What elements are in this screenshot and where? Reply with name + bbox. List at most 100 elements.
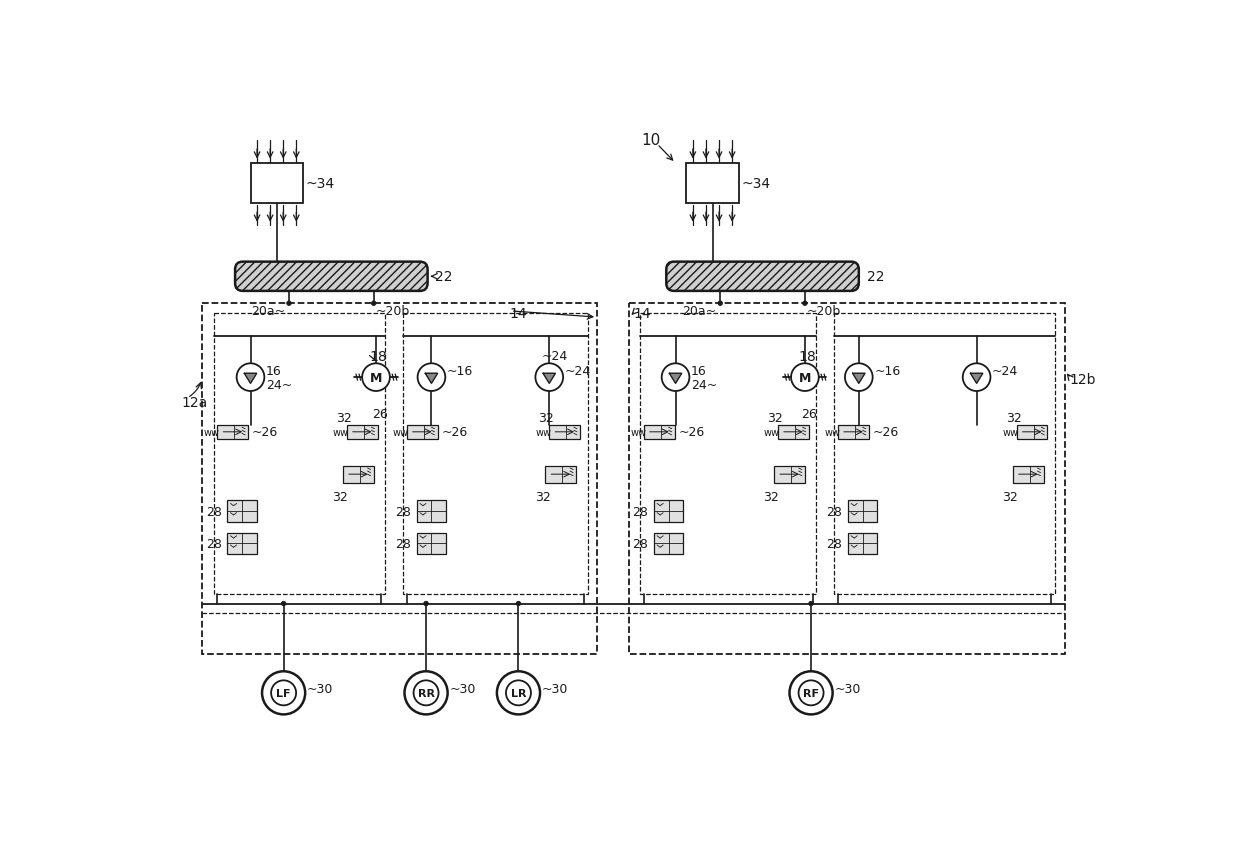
Text: 14: 14 bbox=[510, 307, 527, 321]
Text: ww: ww bbox=[393, 427, 409, 438]
Polygon shape bbox=[543, 374, 556, 384]
Circle shape bbox=[272, 681, 296, 705]
Text: ~16: ~16 bbox=[874, 365, 900, 378]
Text: ~30: ~30 bbox=[306, 682, 334, 695]
Circle shape bbox=[497, 671, 541, 715]
Text: ww: ww bbox=[630, 427, 646, 438]
Circle shape bbox=[802, 302, 807, 306]
Text: ww: ww bbox=[332, 427, 348, 438]
Text: ~30: ~30 bbox=[449, 682, 475, 695]
Text: ~26: ~26 bbox=[678, 426, 704, 438]
Text: 26: 26 bbox=[372, 408, 388, 421]
Bar bbox=[774, 466, 805, 483]
Polygon shape bbox=[853, 374, 866, 384]
Text: 32: 32 bbox=[1002, 490, 1018, 503]
Bar bbox=[630, 304, 1065, 654]
Bar bbox=[227, 533, 257, 554]
Text: ~24: ~24 bbox=[542, 350, 568, 363]
Text: 28: 28 bbox=[826, 505, 842, 518]
Text: 18: 18 bbox=[370, 349, 388, 363]
Bar bbox=[546, 466, 577, 483]
Circle shape bbox=[286, 302, 291, 306]
Text: ~34: ~34 bbox=[742, 177, 771, 191]
Bar bbox=[549, 426, 580, 439]
Bar bbox=[417, 501, 446, 522]
Text: 20a~: 20a~ bbox=[250, 305, 285, 318]
Bar bbox=[1013, 466, 1044, 483]
Text: 28: 28 bbox=[206, 537, 222, 550]
Text: RR: RR bbox=[418, 688, 434, 698]
Text: 18: 18 bbox=[799, 349, 816, 363]
Circle shape bbox=[418, 364, 445, 392]
Text: ww: ww bbox=[203, 427, 219, 438]
Circle shape bbox=[362, 364, 389, 392]
FancyBboxPatch shape bbox=[666, 263, 859, 292]
Text: 16: 16 bbox=[691, 365, 707, 378]
Bar bbox=[640, 314, 816, 595]
Bar bbox=[217, 426, 248, 439]
Circle shape bbox=[372, 302, 376, 306]
Bar bbox=[227, 501, 257, 522]
Circle shape bbox=[414, 681, 439, 705]
Circle shape bbox=[506, 681, 531, 705]
Text: 22: 22 bbox=[867, 270, 884, 284]
Text: ~26: ~26 bbox=[441, 426, 467, 438]
Text: 32: 32 bbox=[336, 411, 352, 424]
Text: 28: 28 bbox=[206, 505, 222, 518]
Circle shape bbox=[424, 601, 428, 606]
Circle shape bbox=[808, 601, 813, 606]
Circle shape bbox=[962, 364, 991, 392]
Text: 28: 28 bbox=[632, 537, 649, 550]
Bar bbox=[417, 533, 446, 554]
Bar bbox=[343, 466, 373, 483]
FancyBboxPatch shape bbox=[236, 263, 428, 292]
Text: ~26: ~26 bbox=[873, 426, 899, 438]
Bar bbox=[653, 533, 683, 554]
Circle shape bbox=[790, 671, 832, 715]
Polygon shape bbox=[244, 374, 257, 384]
Bar bbox=[653, 501, 683, 522]
Bar bbox=[202, 304, 596, 654]
Polygon shape bbox=[425, 374, 438, 384]
Bar bbox=[835, 314, 1055, 595]
Bar bbox=[347, 426, 377, 439]
Text: M: M bbox=[799, 371, 811, 384]
Circle shape bbox=[844, 364, 873, 392]
Bar bbox=[644, 426, 675, 439]
Text: ww: ww bbox=[764, 427, 780, 438]
Bar bbox=[848, 501, 877, 522]
Text: 22: 22 bbox=[435, 270, 453, 284]
Text: 10: 10 bbox=[641, 133, 661, 148]
Bar bbox=[848, 533, 877, 554]
Text: 32: 32 bbox=[332, 490, 348, 503]
Text: ~24: ~24 bbox=[564, 365, 591, 378]
Text: 26: 26 bbox=[801, 408, 817, 421]
Circle shape bbox=[536, 364, 563, 392]
Text: ~20b: ~20b bbox=[376, 305, 409, 318]
Text: 32: 32 bbox=[764, 490, 779, 503]
Text: ~26: ~26 bbox=[252, 426, 278, 438]
Text: ~16: ~16 bbox=[446, 365, 474, 378]
Text: 12a: 12a bbox=[181, 395, 207, 409]
Bar bbox=[403, 314, 588, 595]
Text: 28: 28 bbox=[396, 537, 412, 550]
Bar bbox=[407, 426, 438, 439]
Text: 24~: 24~ bbox=[691, 379, 717, 392]
Text: 28: 28 bbox=[826, 537, 842, 550]
Bar bbox=[686, 164, 739, 204]
Text: ww: ww bbox=[536, 427, 552, 438]
Text: RF: RF bbox=[804, 688, 820, 698]
Text: ~30: ~30 bbox=[542, 682, 568, 695]
Text: 28: 28 bbox=[396, 505, 412, 518]
Text: 14: 14 bbox=[634, 307, 651, 321]
Bar bbox=[250, 164, 303, 204]
Text: LR: LR bbox=[511, 688, 526, 698]
Text: LF: LF bbox=[277, 688, 291, 698]
Text: ww: ww bbox=[825, 427, 841, 438]
Text: 24~: 24~ bbox=[265, 379, 293, 392]
Circle shape bbox=[799, 681, 823, 705]
Polygon shape bbox=[971, 374, 983, 384]
Text: 32: 32 bbox=[768, 411, 782, 424]
Circle shape bbox=[718, 302, 723, 306]
Text: 32: 32 bbox=[534, 490, 551, 503]
